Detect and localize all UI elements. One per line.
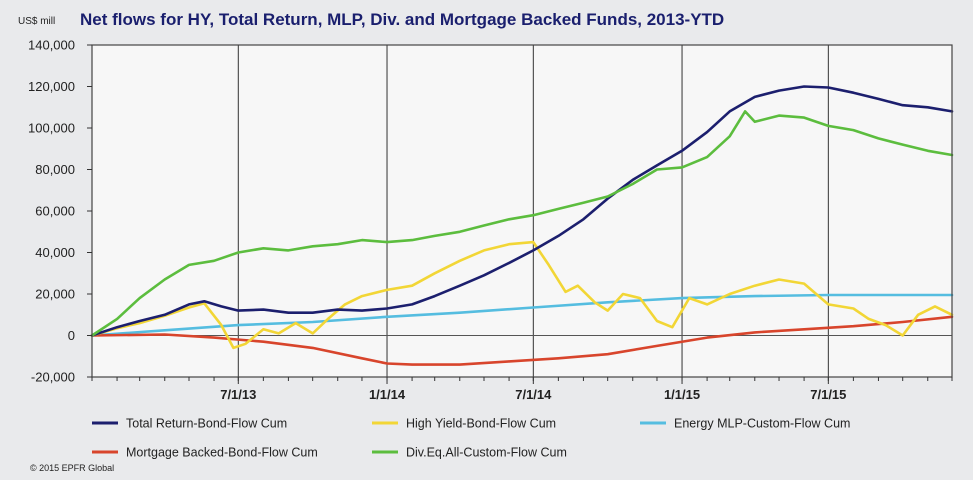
y-tick-label: 40,000 [35,245,75,260]
copyright-note: © 2015 EPFR Global [30,463,114,473]
grid [92,45,952,377]
legend-label: Total Return-Bond-Flow Cum [126,417,287,431]
series-total-return-line [90,85,954,337]
legend-label: Energy MLP-Custom-Flow Cum [674,417,850,431]
y-tick-label: 100,000 [28,121,75,136]
legend-mortgage-backed: Mortgage Backed-Bond-Flow Cum [92,446,318,460]
legend-div-eq: Div.Eq.All-Custom-Flow Cum [372,446,567,460]
legend-label: Div.Eq.All-Custom-Flow Cum [406,446,567,460]
y-unit-label: US$ mill [18,16,55,27]
y-tick-label: -20,000 [31,370,75,385]
series-mortgage-backed-line [90,315,954,366]
y-tick-label: 120,000 [28,79,75,94]
legend-energy-mlp: Energy MLP-Custom-Flow Cum [640,417,850,431]
x-tick-label: 7/1/13 [220,387,256,402]
series-div-eq-line [90,110,954,337]
x-tick-label: 1/1/14 [369,387,406,402]
series-energy-mlp-line [90,293,954,337]
y-tick-label: 80,000 [35,162,75,177]
plot-area [92,45,952,377]
x-tick-label: 7/1/14 [515,387,552,402]
legend: Total Return-Bond-Flow Cum High Yield-Bon… [92,417,850,460]
series-high-yield-line [90,240,954,350]
chart-title: Net flows for HY, Total Return, MLP, Div… [80,10,724,29]
y-axis: -20,000 0 20,000 40,000 60,000 80,000 100,000 1… [28,38,92,385]
legend-high-yield: High Yield-Bond-Flow Cum [372,417,556,431]
y-tick-label: 20,000 [35,287,75,302]
x-tick-label: 1/1/15 [664,387,700,402]
y-tick-label: 140,000 [28,38,75,53]
x-tick-label: 7/1/15 [810,387,846,402]
series-group [90,85,954,366]
x-axis: 7/1/13 1/1/14 7/1/14 1/1/15 7/1/15 [91,377,953,402]
legend-label: High Yield-Bond-Flow Cum [406,417,556,431]
legend-total-return: Total Return-Bond-Flow Cum [92,417,287,431]
legend-label: Mortgage Backed-Bond-Flow Cum [126,446,318,460]
y-tick-label: 60,000 [35,204,75,219]
y-tick-label: 0 [68,328,75,343]
